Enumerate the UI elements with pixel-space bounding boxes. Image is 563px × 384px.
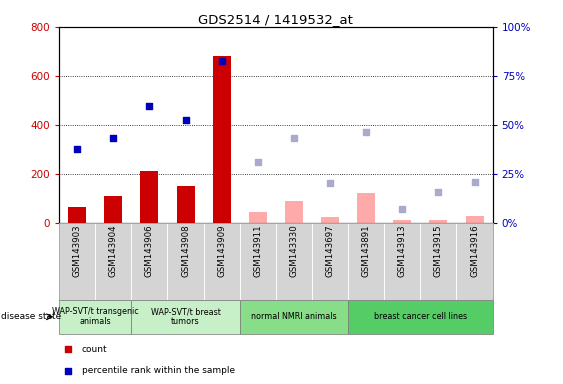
Bar [177, 187, 195, 223]
Text: GSM143916: GSM143916 [470, 225, 479, 277]
Bar [213, 56, 231, 223]
Text: breast cancer cell lines: breast cancer cell lines [374, 312, 467, 321]
Point [73, 146, 82, 152]
Point [253, 159, 262, 165]
Text: WAP-SVT/t breast
tumors: WAP-SVT/t breast tumors [151, 307, 221, 326]
Text: GSM143909: GSM143909 [217, 225, 226, 277]
Text: disease state: disease state [1, 312, 61, 321]
Bar [466, 216, 484, 223]
Bar [68, 207, 86, 223]
Point [217, 58, 226, 64]
Bar [285, 201, 303, 223]
Text: normal NMRI animals: normal NMRI animals [251, 312, 337, 321]
Point [145, 103, 154, 109]
Point [289, 135, 298, 141]
Bar [249, 212, 267, 223]
Point [63, 367, 72, 374]
Point [361, 129, 370, 135]
Text: GSM143330: GSM143330 [289, 225, 298, 277]
Text: GSM143903: GSM143903 [73, 225, 82, 277]
Bar [394, 220, 412, 223]
Text: GSM143908: GSM143908 [181, 225, 190, 277]
Point [325, 180, 334, 186]
Bar [140, 171, 158, 223]
Point [181, 117, 190, 123]
Point [63, 346, 72, 353]
Point [434, 189, 443, 195]
Text: GSM143911: GSM143911 [253, 225, 262, 277]
Text: GSM143904: GSM143904 [109, 225, 118, 277]
Bar [104, 196, 122, 223]
Text: GSM143915: GSM143915 [434, 225, 443, 277]
Title: GDS2514 / 1419532_at: GDS2514 / 1419532_at [198, 13, 354, 26]
Text: GSM143906: GSM143906 [145, 225, 154, 277]
Bar [357, 194, 375, 223]
Point [109, 135, 118, 141]
Bar [321, 217, 339, 223]
Text: WAP-SVT/t transgenic
animals: WAP-SVT/t transgenic animals [52, 307, 138, 326]
Text: percentile rank within the sample: percentile rank within the sample [82, 366, 235, 375]
Bar [430, 220, 448, 223]
Text: count: count [82, 345, 108, 354]
Text: GSM143697: GSM143697 [325, 225, 334, 277]
Point [470, 179, 479, 185]
Text: GSM143913: GSM143913 [398, 225, 407, 277]
Text: GSM143891: GSM143891 [361, 225, 370, 277]
Point [398, 206, 407, 212]
